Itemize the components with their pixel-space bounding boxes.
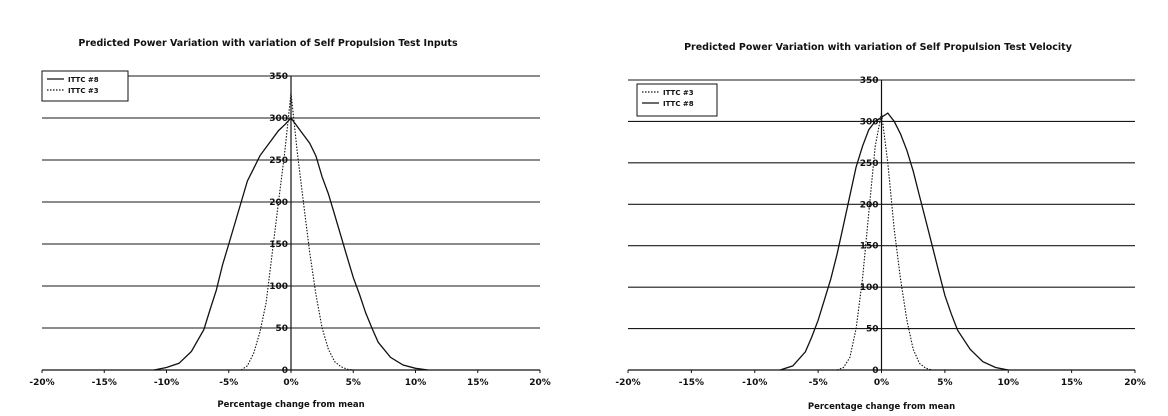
- y-tick-label: 250: [860, 159, 879, 169]
- series-line-dotted: [836, 112, 933, 371]
- x-axis-label: Percentage change from mean: [217, 400, 364, 410]
- y-tick-label: 100: [860, 283, 879, 293]
- series-line-dotted: [240, 92, 354, 371]
- x-tick-label: -20%: [29, 378, 54, 388]
- x-tick-label: 0%: [874, 378, 889, 388]
- x-tick-label: 20%: [1124, 378, 1146, 388]
- x-tick-label: 10%: [997, 378, 1019, 388]
- x-tick-label: -10%: [154, 378, 179, 388]
- y-tick-label: 0: [872, 366, 878, 376]
- y-tick-label: 350: [860, 76, 879, 86]
- y-tick-label: 250: [269, 156, 288, 166]
- x-tick-label: -5%: [219, 378, 238, 388]
- x-axis-label: Percentage change from mean: [808, 402, 955, 412]
- x-tick-label: -20%: [615, 378, 640, 388]
- x-tick-label: 5%: [937, 378, 952, 388]
- legend-box: [41, 70, 129, 102]
- chart-title: Predicted Power Variation with variation…: [684, 42, 1073, 53]
- legend-label: ITTC #3: [663, 89, 694, 97]
- x-tick-label: 5%: [346, 378, 361, 388]
- legend-label: ITTC #8: [663, 100, 694, 108]
- x-tick-label: -5%: [809, 378, 828, 388]
- legend-label: ITTC #8: [68, 76, 99, 84]
- power-variation-chart-velocity: Predicted Power Variation with variation…: [615, 42, 1146, 412]
- x-tick-label: -15%: [92, 378, 117, 388]
- x-tick-label: 10%: [405, 378, 427, 388]
- x-tick-label: -15%: [679, 378, 704, 388]
- series-line-solid: [779, 112, 1009, 371]
- x-tick-label: -10%: [742, 378, 767, 388]
- y-tick-label: 150: [269, 240, 288, 250]
- x-tick-label: 0%: [283, 378, 298, 388]
- y-tick-label: 50: [275, 324, 288, 334]
- chart-panel-velocity: Predicted Power Variation with variation…: [595, 0, 1168, 412]
- chart-title: Predicted Power Variation with variation…: [78, 38, 458, 49]
- y-tick-label: 300: [860, 117, 879, 127]
- y-tick-label: 50: [866, 325, 879, 335]
- y-tick-label: 350: [269, 72, 288, 82]
- x-tick-label: 15%: [1061, 378, 1083, 388]
- legend-label: ITTC #3: [68, 87, 99, 95]
- x-tick-label: 20%: [529, 378, 551, 388]
- y-tick-label: 100: [269, 282, 288, 292]
- y-tick-label: 150: [860, 242, 879, 252]
- chart-panel-inputs: Predicted Power Variation with variation…: [0, 0, 570, 412]
- legend-box: [636, 83, 718, 117]
- series-line-solid: [153, 116, 428, 371]
- y-tick-label: 300: [269, 114, 288, 124]
- power-variation-chart-inputs: Predicted Power Variation with variation…: [29, 38, 551, 410]
- x-tick-label: 15%: [467, 378, 489, 388]
- y-tick-label: 0: [282, 366, 288, 376]
